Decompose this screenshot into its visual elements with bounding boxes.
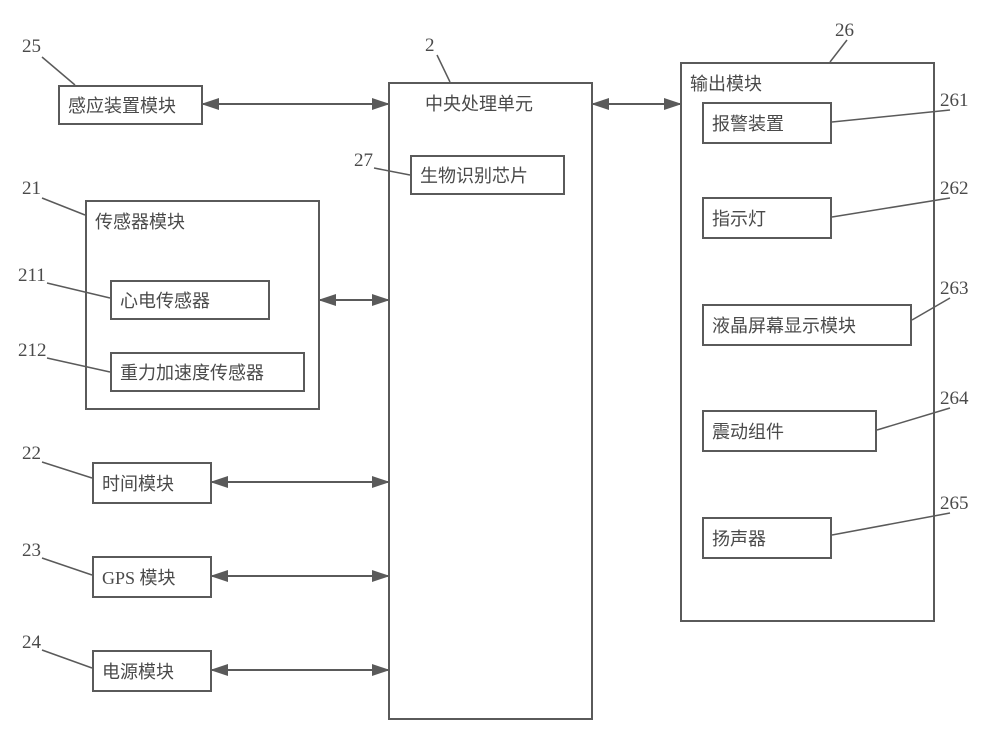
- callout-262: 262: [940, 178, 969, 200]
- bio-chip-block: 生物识别芯片: [410, 155, 565, 195]
- gps-module-label: GPS 模块: [102, 564, 176, 590]
- alarm-label: 报警装置: [712, 110, 784, 136]
- callout-leader: [42, 198, 85, 215]
- indicator-block: 指示灯: [702, 197, 832, 239]
- callout-265: 265: [940, 493, 969, 515]
- callout-21: 21: [22, 178, 41, 200]
- accel-sensor-block: 重力加速度传感器: [110, 352, 305, 392]
- callout-26: 26: [835, 20, 854, 42]
- callout-24: 24: [22, 632, 41, 654]
- time-module-block: 时间模块: [92, 462, 212, 504]
- callout-263: 263: [940, 278, 969, 300]
- callout-27: 27: [354, 150, 373, 172]
- callout-23: 23: [22, 540, 41, 562]
- callout-264: 264: [940, 388, 969, 410]
- indicator-label: 指示灯: [712, 205, 766, 231]
- callout-22: 22: [22, 443, 41, 465]
- sensing-device-block: 感应装置模块: [58, 85, 203, 125]
- power-module-block: 电源模块: [92, 650, 212, 692]
- output-module-label: 输出模块: [690, 70, 762, 96]
- callout-261: 261: [940, 90, 969, 112]
- power-module-label: 电源模块: [102, 658, 174, 684]
- accel-sensor-label: 重力加速度传感器: [120, 359, 264, 385]
- speaker-block: 扬声器: [702, 517, 832, 559]
- bio-chip-label: 生物识别芯片: [420, 162, 528, 188]
- vibrate-label: 震动组件: [712, 418, 784, 444]
- sensing-device-label: 感应装置模块: [68, 92, 176, 118]
- callout-2: 2: [425, 35, 435, 57]
- cpu-label: 中央处理单元: [425, 90, 533, 116]
- callout-leader: [437, 55, 450, 82]
- gps-module-block: GPS 模块: [92, 556, 212, 598]
- callout-211: 211: [18, 265, 46, 287]
- ecg-sensor-block: 心电传感器: [110, 280, 270, 320]
- ecg-sensor-label: 心电传感器: [120, 287, 210, 313]
- alarm-block: 报警装置: [702, 102, 832, 144]
- lcd-label: 液晶屏幕显示模块: [712, 312, 856, 338]
- callout-leader: [42, 558, 92, 575]
- callout-leader: [830, 40, 847, 62]
- time-module-label: 时间模块: [102, 470, 174, 496]
- speaker-label: 扬声器: [712, 525, 766, 551]
- callout-leader: [42, 57, 75, 85]
- callout-212: 212: [18, 340, 47, 362]
- vibrate-block: 震动组件: [702, 410, 877, 452]
- callout-leader: [42, 650, 92, 668]
- sensor-module-label: 传感器模块: [95, 208, 185, 234]
- callout-leader: [42, 462, 92, 478]
- lcd-block: 液晶屏幕显示模块: [702, 304, 912, 346]
- callout-25: 25: [22, 36, 41, 58]
